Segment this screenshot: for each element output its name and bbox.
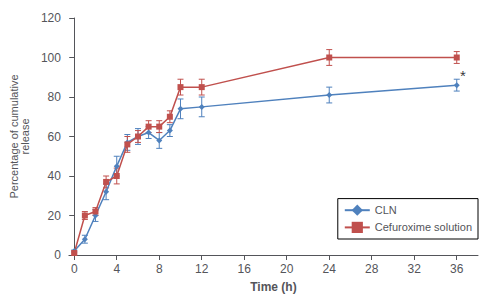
svg-text:100: 100 [41,51,61,65]
svg-text:20: 20 [280,262,294,276]
svg-text:*: * [460,67,466,84]
svg-text:40: 40 [48,169,62,183]
svg-text:60: 60 [48,130,62,144]
svg-text:0: 0 [71,262,78,276]
svg-text:Percentage of cumulative: Percentage of cumulative [7,74,20,199]
svg-text:16: 16 [238,262,252,276]
svg-text:CLN: CLN [375,204,397,216]
svg-text:32: 32 [408,262,422,276]
svg-text:4: 4 [113,262,120,276]
svg-text:36: 36 [450,262,464,276]
svg-text:0: 0 [54,248,61,262]
svg-text:28: 28 [365,262,379,276]
svg-text:release: release [19,118,31,154]
svg-text:80: 80 [48,90,62,104]
svg-text:120: 120 [41,11,61,25]
svg-text:Time (h): Time (h) [250,280,296,294]
svg-text:8: 8 [156,262,163,276]
svg-text:12: 12 [195,262,209,276]
svg-text:Cefuroxime solution: Cefuroxime solution [375,221,472,233]
svg-text:20: 20 [48,209,62,223]
svg-text:24: 24 [323,262,337,276]
